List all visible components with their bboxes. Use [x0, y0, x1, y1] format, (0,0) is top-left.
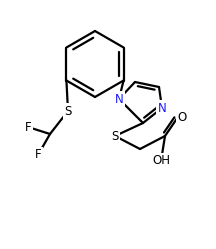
Text: N: N — [158, 102, 166, 115]
Text: S: S — [111, 129, 119, 142]
Text: F: F — [35, 148, 41, 162]
Text: O: O — [177, 111, 187, 124]
Text: N: N — [115, 92, 123, 106]
Text: F: F — [25, 121, 31, 133]
Text: S: S — [64, 105, 72, 118]
Text: OH: OH — [152, 154, 170, 168]
